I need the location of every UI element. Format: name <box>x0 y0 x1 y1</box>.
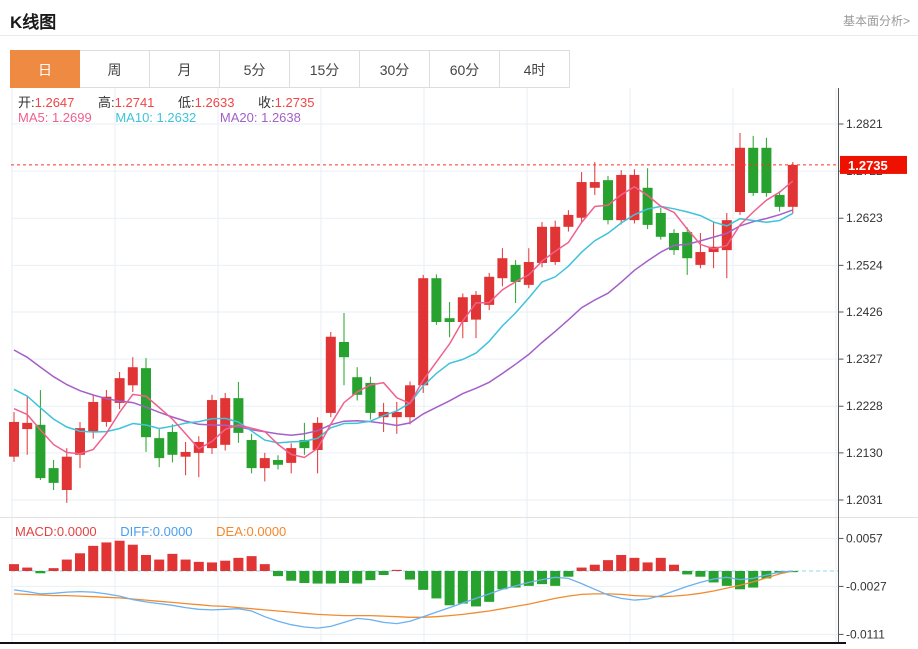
page-title: K线图 <box>10 13 57 32</box>
ma-legend: MA5: 1.2699 MA10: 1.2632 MA20: 1.2638 <box>18 110 321 125</box>
tab-日[interactable]: 日 <box>10 50 80 88</box>
svg-text:0.0057: 0.0057 <box>846 531 883 545</box>
diff-value: DIFF:0.0000 <box>120 524 193 539</box>
low-value: 1.2633 <box>194 95 235 110</box>
high-value: 1.2741 <box>114 95 155 110</box>
macd-legend: MACD:0.0000 DIFF:0.0000 DEA:0.0000 <box>15 524 306 539</box>
svg-text:-0.0111: -0.0111 <box>846 627 885 641</box>
ma5-value: MA5: 1.2699 <box>18 110 92 125</box>
svg-text:1.2228: 1.2228 <box>846 399 883 413</box>
open-label: 开: <box>18 95 35 110</box>
macd-value: MACD:0.0000 <box>15 524 97 539</box>
tab-60分[interactable]: 60分 <box>430 50 500 88</box>
close-label: 收: <box>258 95 275 110</box>
ma10-value: MA10: 1.2632 <box>115 110 197 125</box>
svg-text:1.2327: 1.2327 <box>846 352 883 366</box>
svg-text:1.2623: 1.2623 <box>846 211 883 225</box>
svg-text:1.2031: 1.2031 <box>846 493 883 507</box>
tab-月[interactable]: 月 <box>150 50 220 88</box>
header-separator <box>0 35 918 36</box>
tab-4时[interactable]: 4时 <box>500 50 570 88</box>
svg-text:1.2821: 1.2821 <box>846 117 883 131</box>
tab-30分[interactable]: 30分 <box>360 50 430 88</box>
tab-5分[interactable]: 5分 <box>220 50 290 88</box>
period-tabbar: 日周月 5分 15分 30分 60分 4时 <box>10 50 570 88</box>
current-price-tag-text: 1.2735 <box>848 158 888 173</box>
close-value: 1.2735 <box>274 95 315 110</box>
dea-value: DEA:0.0000 <box>216 524 287 539</box>
svg-text:1.2426: 1.2426 <box>846 305 883 319</box>
high-label: 高: <box>98 95 115 110</box>
tab-周[interactable]: 周 <box>80 50 150 88</box>
low-label: 低: <box>178 95 195 110</box>
ma20-value: MA20: 1.2638 <box>219 110 301 125</box>
fundamental-analysis-link[interactable]: 基本面分析> <box>842 14 910 28</box>
svg-text:-0.0027: -0.0027 <box>846 579 887 593</box>
svg-text:1.2524: 1.2524 <box>846 258 883 272</box>
svg-text:1.2130: 1.2130 <box>846 446 883 460</box>
open-value: 1.2647 <box>34 95 75 110</box>
current-price-tag <box>840 155 907 174</box>
tab-15分[interactable]: 15分 <box>290 50 360 88</box>
ohlc-legend: 开:1.2647 高:1.2741 低:1.2633 收:1.2735 <box>18 92 334 111</box>
